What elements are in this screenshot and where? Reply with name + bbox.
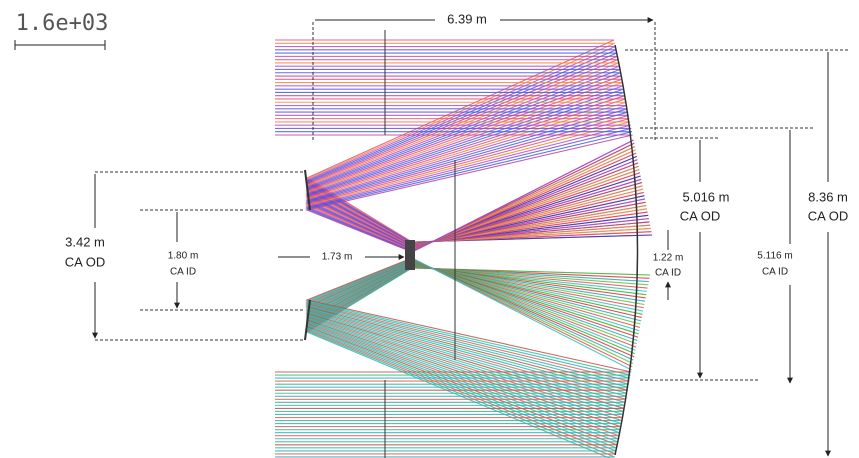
optical-diagram: 1.6e+03 6.39 m 3.42 m CA OD 1.80 m CA ID… bbox=[0, 0, 859, 458]
dimension-note: CA ID bbox=[762, 267, 788, 278]
dimension-note: CA ID bbox=[170, 267, 196, 278]
dimension-note: CA OD bbox=[65, 254, 105, 269]
dimension-label: 5.116 m bbox=[757, 251, 792, 262]
dimension-label: 6.39 m bbox=[447, 11, 487, 26]
dimension-guide bbox=[140, 210, 305, 310]
dimension-note: CA OD bbox=[808, 208, 848, 223]
dimension-label: 5.016 m bbox=[683, 189, 730, 204]
dimension-label: 3.42 m bbox=[65, 234, 105, 249]
dimension-label: 1.73 m bbox=[322, 252, 353, 263]
dimension-label: 1.22 m bbox=[653, 253, 684, 264]
scale-label: 1.6e+03 bbox=[16, 11, 109, 36]
scale-bar bbox=[15, 40, 105, 50]
dimension-guide bbox=[625, 50, 850, 128]
dimension-label: 1.80 m bbox=[168, 251, 199, 262]
ray-bundle bbox=[275, 40, 652, 458]
dimension-note: CA ID bbox=[655, 268, 681, 279]
tertiary-mirror bbox=[405, 240, 415, 270]
dimension-label: 8.36 m bbox=[808, 189, 848, 204]
dimension-guide bbox=[95, 172, 305, 340]
dimension-note: CA OD bbox=[680, 208, 720, 223]
